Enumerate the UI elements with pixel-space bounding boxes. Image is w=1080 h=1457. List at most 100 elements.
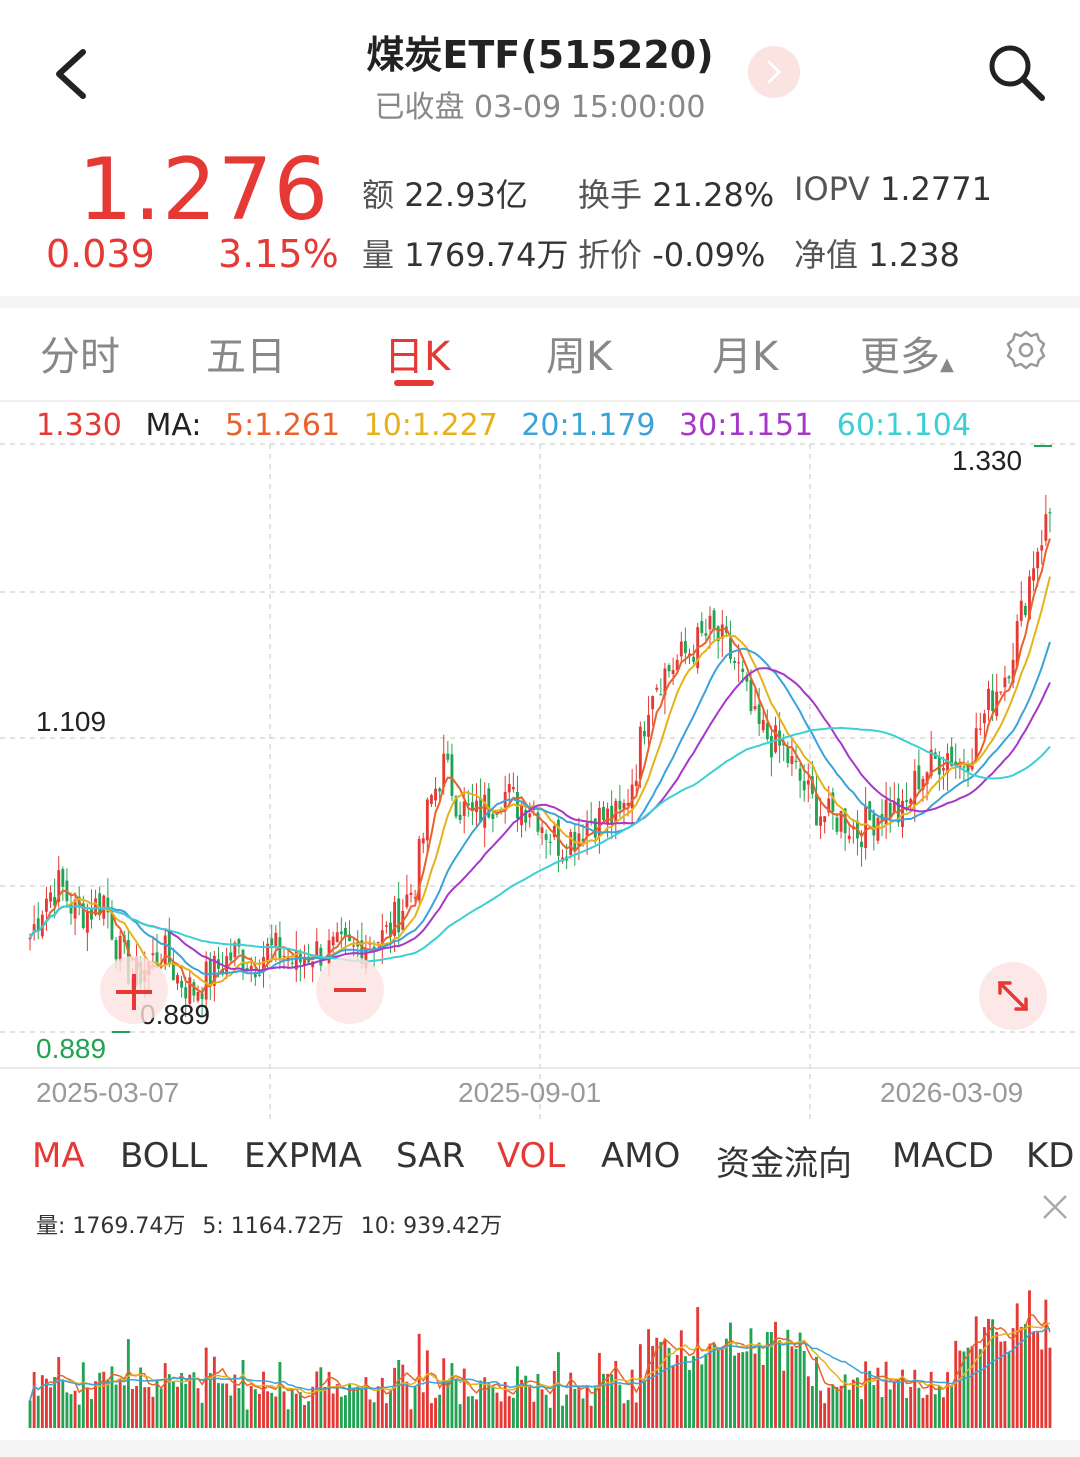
candle — [798, 768, 802, 781]
indicator-boll[interactable]: BOLL — [120, 1136, 208, 1176]
x-axis-label-start: 2025-03-07 — [36, 1077, 179, 1108]
candle — [393, 901, 397, 936]
volume-bar — [233, 1374, 237, 1428]
volume-bar — [327, 1371, 331, 1428]
price-change: 0.039 — [46, 232, 155, 276]
zoom-in-button[interactable] — [100, 956, 168, 1024]
search-icon — [989, 45, 1045, 101]
ma20-value: 20:1.179 — [521, 408, 656, 443]
candle — [597, 807, 601, 837]
candle — [163, 935, 167, 965]
volume-ma20-line — [29, 1328, 1050, 1401]
volume-bar — [98, 1372, 102, 1428]
indicator-expma[interactable]: EXPMA — [244, 1136, 362, 1176]
indicator-kd[interactable]: KD — [1026, 1136, 1075, 1176]
volume-bar — [180, 1373, 184, 1428]
volume-bar — [57, 1357, 61, 1428]
candle — [450, 754, 454, 796]
indicator-capital-flow[interactable]: 资金流向 — [716, 1144, 852, 1184]
candle — [360, 940, 364, 964]
zoom-out-button[interactable] — [316, 956, 384, 1024]
ma60-line — [29, 726, 1051, 963]
volume-bar — [913, 1369, 917, 1428]
volume-bar — [921, 1397, 925, 1428]
volume-bar — [729, 1322, 732, 1428]
candle — [917, 765, 921, 790]
volume-bar — [262, 1371, 265, 1428]
candle — [995, 691, 999, 716]
candle — [221, 969, 224, 975]
volume-bar — [999, 1341, 1003, 1428]
candle — [622, 802, 626, 809]
volume-bar — [917, 1387, 921, 1428]
stat-label: 折价 — [578, 236, 643, 274]
candle — [548, 841, 552, 843]
next-stock-button[interactable] — [748, 46, 800, 98]
candle — [634, 780, 638, 786]
chart-settings-button[interactable] — [1004, 328, 1048, 372]
volume-bar — [892, 1381, 896, 1428]
volume-bar — [843, 1374, 847, 1428]
indicator-sar[interactable]: SAR — [396, 1136, 466, 1176]
volume-bar — [73, 1390, 77, 1428]
indicator-vol[interactable]: VOL — [497, 1136, 566, 1176]
volume-bar — [311, 1386, 315, 1428]
gear-icon — [1006, 330, 1046, 370]
volume-bar — [634, 1402, 638, 1428]
search-button[interactable] — [980, 36, 1052, 108]
volume-bar — [724, 1338, 728, 1428]
volume-bar — [982, 1327, 986, 1428]
volume-bar — [733, 1355, 736, 1428]
volume-bar — [954, 1340, 958, 1428]
volume-bar — [368, 1399, 372, 1428]
candle — [1019, 600, 1023, 621]
volume-bar — [28, 1400, 32, 1428]
header: 煤炭ETF(515220) 已收盘 03-09 15:00:00 — [0, 0, 1080, 140]
volume-bar — [483, 1377, 487, 1428]
price-change-pct: 3.15% — [218, 232, 339, 276]
candle — [384, 925, 388, 927]
volume-bar — [167, 1374, 171, 1428]
indicator-amo[interactable]: AMO — [601, 1136, 681, 1176]
indicator-ma[interactable]: MA — [32, 1136, 85, 1176]
candle — [208, 959, 212, 986]
tab-monthly-k[interactable]: 月K — [712, 334, 779, 380]
candlestick-chart[interactable]: 1.109 0.889 1.330 0.889 2025-03-07 2025-… — [0, 440, 1080, 1130]
candle — [864, 805, 868, 849]
candle — [716, 626, 720, 642]
candle — [1036, 551, 1040, 569]
high-price-label: 1.330 — [952, 445, 1022, 476]
tab-weekly-k[interactable]: 周K — [546, 334, 613, 380]
close-indicator-button[interactable] — [1038, 1190, 1072, 1224]
candle — [987, 688, 990, 711]
tab-more[interactable]: 更多▲ — [860, 324, 954, 382]
back-arrow-icon — [56, 49, 86, 99]
volume-bar — [679, 1330, 683, 1428]
candle — [368, 943, 372, 945]
volume-bar — [94, 1381, 98, 1428]
volume-bar — [266, 1391, 270, 1428]
ma-lines-group — [29, 538, 1051, 994]
candle — [569, 832, 573, 855]
volume-bar — [704, 1353, 708, 1428]
volume-bar — [856, 1377, 859, 1428]
tab-intraday[interactable]: 分时 — [40, 334, 120, 380]
volume-chart[interactable] — [0, 1220, 1080, 1440]
volume-bar — [499, 1401, 503, 1428]
x-axis-label-mid: 2025-09-01 — [458, 1077, 601, 1108]
candle — [36, 918, 40, 931]
fullscreen-button[interactable] — [979, 962, 1047, 1030]
candle — [81, 903, 85, 928]
candle — [802, 780, 806, 791]
tab-five-day[interactable]: 五日 — [206, 334, 286, 380]
candle — [483, 794, 487, 828]
volume-bar — [933, 1394, 937, 1428]
candle — [184, 987, 188, 999]
tab-daily-k[interactable]: 日K — [384, 334, 451, 380]
volume-bar — [708, 1343, 712, 1428]
candle — [192, 982, 196, 996]
candle — [683, 641, 687, 654]
indicator-macd[interactable]: MACD — [892, 1136, 994, 1176]
back-button[interactable] — [36, 36, 106, 112]
volume-bar — [204, 1347, 208, 1428]
